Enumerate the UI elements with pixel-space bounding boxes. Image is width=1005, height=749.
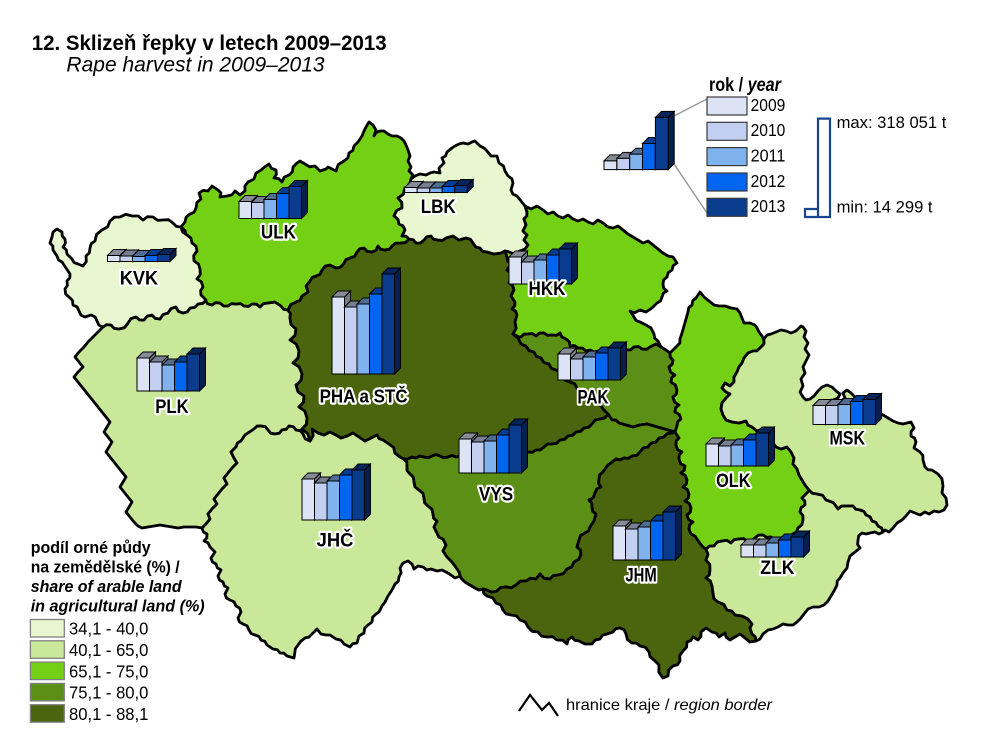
svg-text:JHČ: JHČ (317, 527, 354, 551)
svg-text:Rape harvest in 2009–2013: Rape harvest in 2009–2013 (66, 52, 324, 76)
svg-text:LBK: LBK (421, 196, 456, 218)
svg-text:12. Sklizeň řepky v letech 200: 12. Sklizeň řepky v letech 2009–2013 (32, 31, 387, 55)
svg-text:hranice kraje / region border: hranice kraje / region border (566, 697, 773, 714)
svg-text:MSK: MSK (830, 427, 866, 449)
svg-text:2009: 2009 (751, 95, 786, 115)
svg-text:OLK: OLK (716, 470, 750, 492)
svg-text:JHM: JHM (625, 564, 656, 586)
svg-text:PLK: PLK (155, 396, 189, 418)
svg-text:75,1 - 80,0: 75,1 - 80,0 (69, 683, 148, 703)
svg-text:PAK: PAK (578, 387, 609, 409)
svg-text:ZLK: ZLK (760, 557, 794, 579)
svg-text:PAK: PAK (578, 387, 609, 409)
svg-text:in agricultural land (%): in agricultural land (%) (31, 598, 205, 616)
svg-text:80,1 - 88,1: 80,1 - 88,1 (69, 704, 148, 724)
svg-text:65,1 - 75,0: 65,1 - 75,0 (69, 661, 148, 681)
svg-text:PHA a STČ: PHA a STČ (320, 386, 408, 407)
svg-text:40,1 - 65,0: 40,1 - 65,0 (69, 640, 148, 660)
svg-text:HKK: HKK (529, 278, 566, 300)
svg-text:KVK: KVK (120, 268, 158, 290)
svg-text:ULK: ULK (261, 222, 296, 244)
svg-text:VYS: VYS (479, 484, 513, 506)
svg-text:share of arable land: share of arable land (31, 578, 183, 596)
svg-text:VYS: VYS (479, 484, 513, 506)
svg-text:max: 318 051 t: max: 318 051 t (837, 113, 947, 132)
svg-text:ZLK: ZLK (760, 557, 794, 579)
svg-text:JHČ: JHČ (317, 527, 354, 551)
svg-text:PLK: PLK (155, 396, 189, 418)
svg-text:na zemědělské (%) /: na zemědělské (%) / (31, 559, 180, 577)
svg-text:2013: 2013 (751, 196, 786, 216)
svg-text:2011: 2011 (751, 145, 786, 165)
svg-text:KVK: KVK (120, 268, 158, 290)
svg-text:2010: 2010 (751, 120, 786, 140)
svg-text:podíl orné půdy: podíl orné půdy (31, 539, 152, 557)
svg-text:2012: 2012 (751, 171, 786, 191)
svg-text:OLK: OLK (716, 470, 750, 492)
svg-text:HKK: HKK (529, 278, 566, 300)
svg-text:LBK: LBK (421, 196, 456, 218)
svg-text:PHA a STČ: PHA a STČ (320, 386, 408, 407)
svg-text:ULK: ULK (261, 222, 296, 244)
svg-text:JHM: JHM (625, 564, 656, 586)
svg-text:rok / year: rok / year (709, 75, 782, 96)
svg-text:34,1 - 40,0: 34,1 - 40,0 (69, 619, 148, 639)
svg-text:min: 14 299 t: min: 14 299 t (837, 198, 933, 217)
svg-text:MSK: MSK (830, 427, 866, 449)
